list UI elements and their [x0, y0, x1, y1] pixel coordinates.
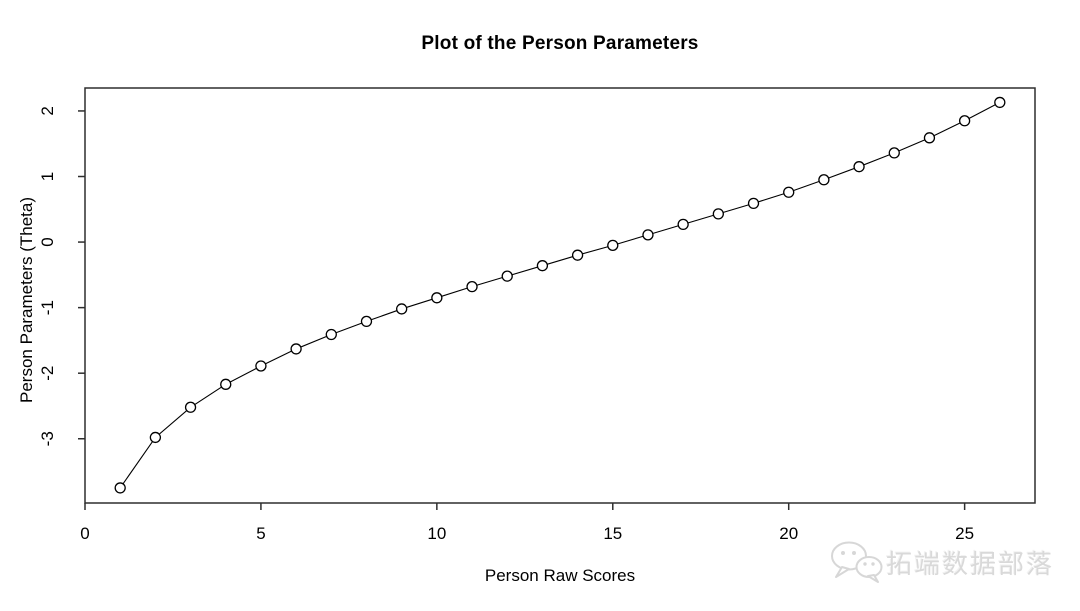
x-tick-label: 25 [955, 524, 974, 543]
data-point [958, 115, 971, 127]
data-point [290, 343, 302, 355]
data-point [994, 96, 1006, 109]
data-point [712, 208, 724, 220]
data-point [536, 260, 549, 272]
y-tick-label: 0 [38, 237, 57, 246]
x-tick-label: 15 [603, 524, 622, 543]
data-point [501, 270, 513, 282]
data-point [888, 147, 900, 159]
data-point [184, 401, 197, 413]
y-tick-label: -3 [38, 431, 57, 446]
data-point [642, 229, 654, 241]
data-point [431, 292, 443, 304]
data-point [783, 186, 795, 198]
data-point [466, 280, 478, 293]
data-point [149, 431, 162, 444]
data-point [571, 249, 584, 261]
chart-title: Plot of the Person Parameters [421, 33, 699, 54]
y-tick-label: -1 [38, 300, 57, 315]
data-point [325, 328, 337, 341]
data-point [747, 197, 760, 210]
plot-box [84, 87, 1036, 504]
data-point [255, 360, 267, 372]
data-point [818, 174, 830, 186]
data-point [607, 239, 619, 251]
data-point [853, 161, 865, 173]
y-tick-label: -2 [38, 366, 57, 381]
wechat-icon [831, 541, 883, 583]
data-point [677, 218, 689, 231]
data-point [114, 482, 126, 494]
x-tick-label: 0 [80, 524, 89, 543]
y-tick-label: 2 [38, 106, 57, 115]
data-point [220, 378, 232, 390]
data-point [360, 315, 373, 328]
y-tick-label: 1 [38, 172, 57, 181]
watermark: 拓端数据部落 [829, 540, 1054, 584]
x-tick-label: 20 [779, 524, 798, 543]
x-tick-label: 5 [256, 524, 265, 543]
x-tick-label: 10 [427, 524, 446, 543]
data-line [119, 101, 1001, 489]
x-axis-label: Person Raw Scores [484, 566, 636, 585]
watermark-text: 拓端数据部落 [886, 548, 1055, 579]
y-axis-label: Person Parameters (Theta) [17, 197, 36, 403]
data-point [396, 303, 408, 315]
data-point [923, 132, 936, 144]
